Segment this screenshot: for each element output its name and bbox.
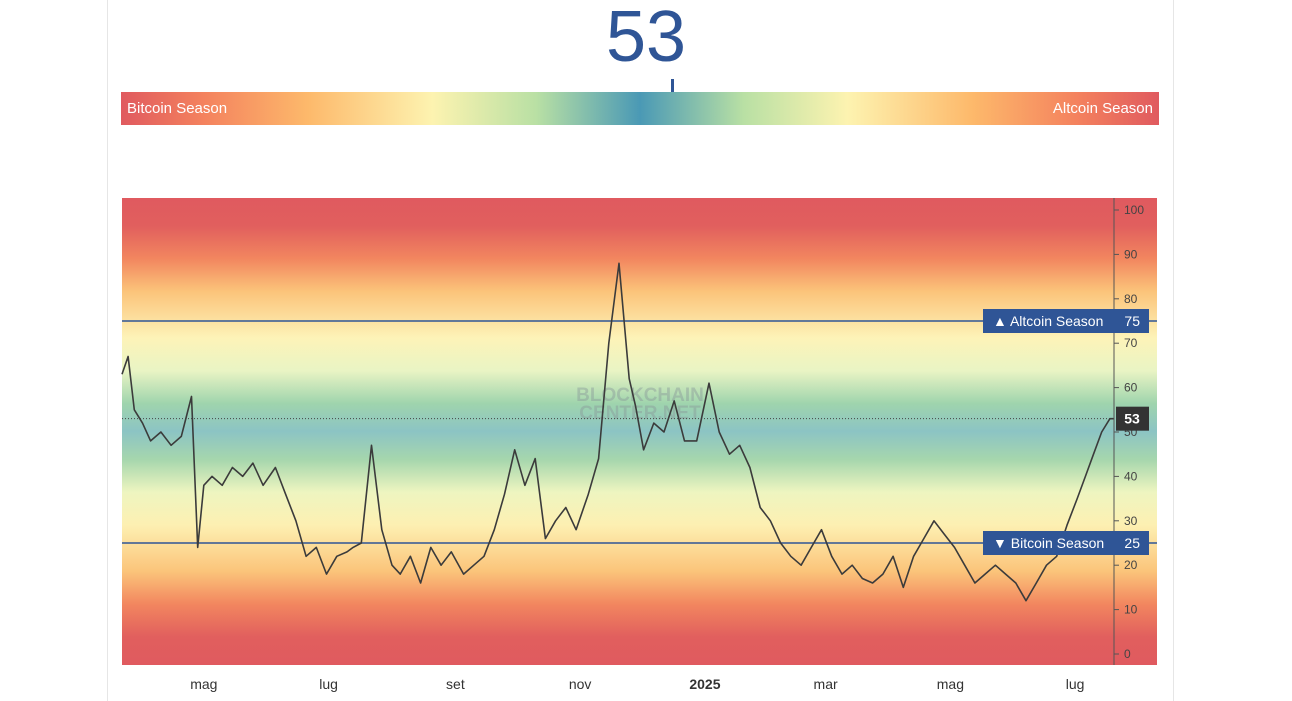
y-tick-label: 0 — [1124, 647, 1131, 661]
threshold-value: 25 — [1124, 535, 1140, 551]
x-tick-label: lug — [1066, 676, 1085, 692]
threshold-value: 75 — [1124, 313, 1140, 329]
y-tick-label: 20 — [1124, 558, 1138, 572]
x-tick-label: mag — [190, 676, 217, 692]
y-tick-label: 30 — [1124, 514, 1138, 528]
current-value-box — [1116, 406, 1149, 431]
y-tick-label: 60 — [1124, 381, 1138, 395]
threshold-label: ▲ Altcoin Season — [993, 313, 1103, 329]
altcoin-index-series-line — [121, 262, 1114, 602]
threshold-label-box — [983, 309, 1149, 333]
y-tick-label: 70 — [1124, 336, 1138, 350]
threshold-label-box — [983, 531, 1149, 555]
index-value: 53 — [605, 0, 687, 77]
threshold-label: ▼ Bitcoin Season — [993, 535, 1104, 551]
chart-watermark-line-1: BLOCKCHAIN — [576, 385, 704, 406]
y-tick-label: 80 — [1124, 292, 1138, 306]
x-tick-label: mar — [814, 676, 838, 692]
season-gauge-bar: Bitcoin Season Altcoin Season — [121, 92, 1159, 125]
y-tick-label: 100 — [1124, 203, 1144, 217]
y-tick-label: 10 — [1124, 603, 1138, 617]
x-tick-label: 2025 — [689, 676, 720, 692]
y-tick-label: 90 — [1124, 247, 1138, 261]
x-tick-label: mag — [937, 676, 964, 692]
x-tick-label: set — [446, 676, 465, 692]
current-value-label: 53 — [1124, 411, 1140, 427]
x-tick-label: nov — [569, 676, 592, 692]
y-tick-label: 40 — [1124, 469, 1138, 483]
gauge-right-label: Altcoin Season — [1052, 100, 1153, 117]
gauge-left-label: Bitcoin Season — [127, 100, 228, 117]
x-tick-label: lug — [319, 676, 338, 692]
chart-watermark-line-2: CENTER.NET — [579, 403, 701, 424]
